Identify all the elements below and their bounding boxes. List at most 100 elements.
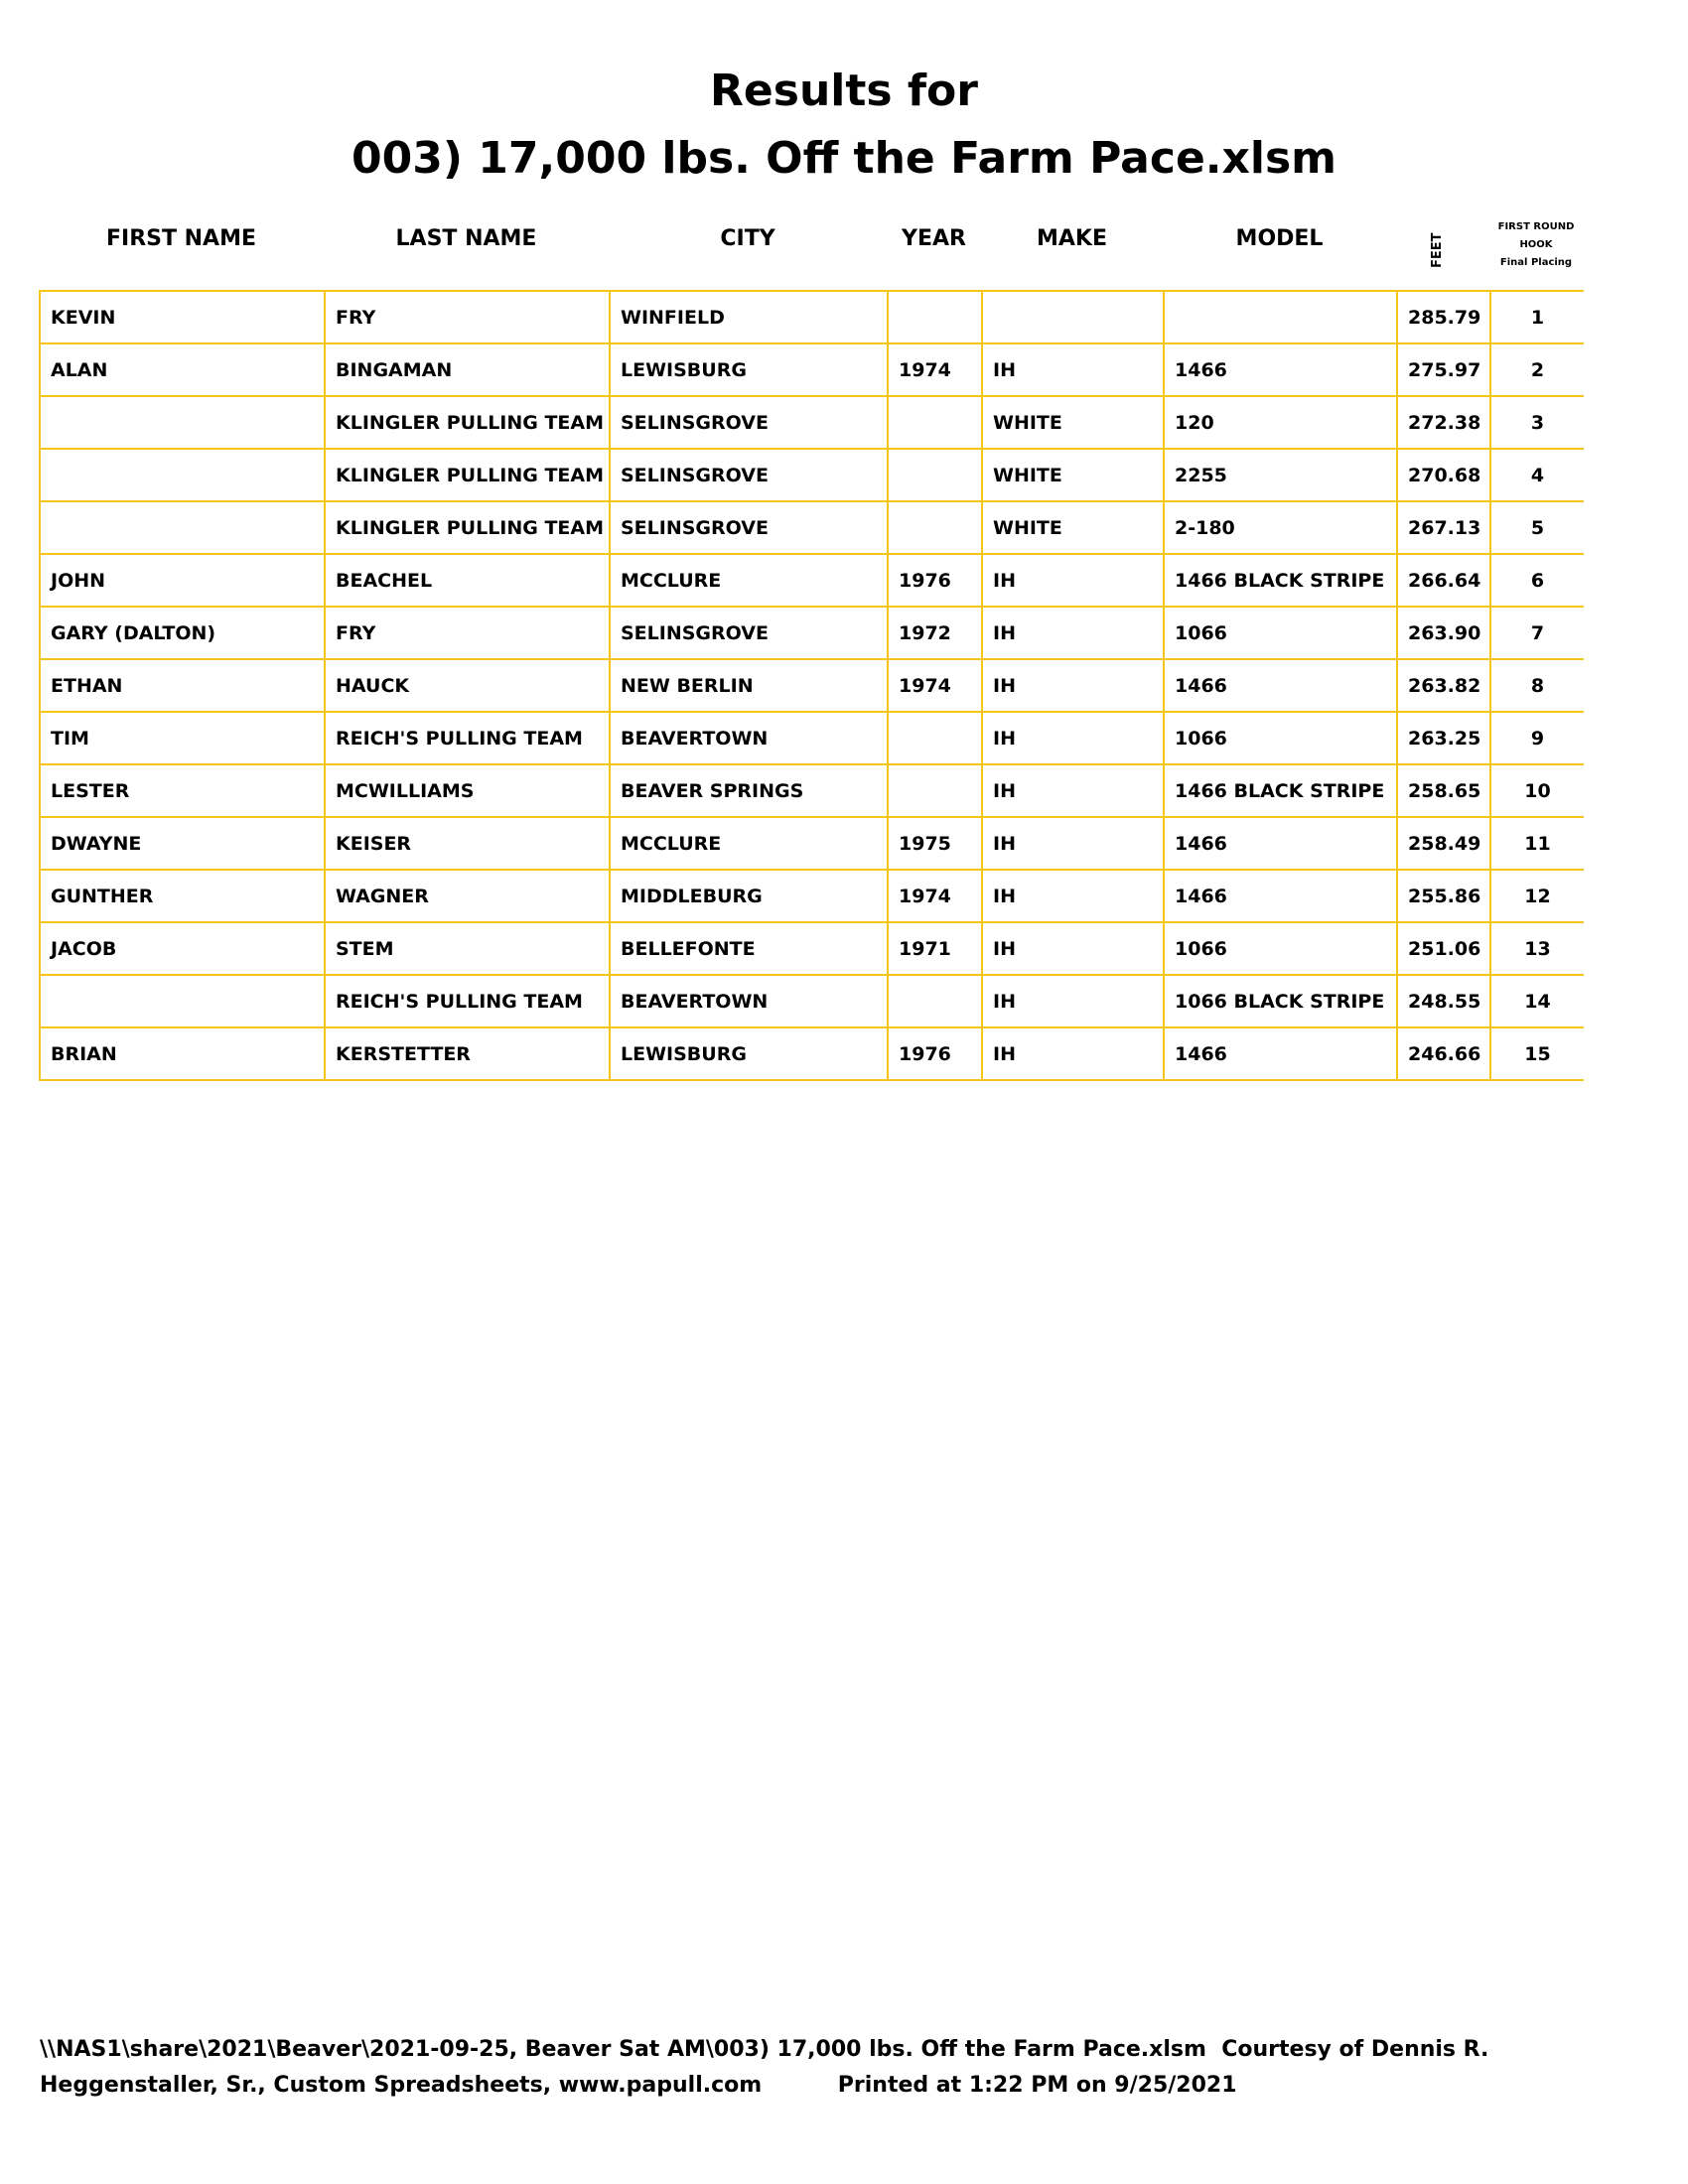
- cell-feet: 258.49: [1396, 816, 1490, 871]
- cell-city: BELLEFONTE: [609, 921, 888, 976]
- cell-feet: 251.06: [1396, 921, 1490, 976]
- cell-feet: 272.38: [1396, 395, 1490, 450]
- cell-year: 1971: [887, 921, 982, 976]
- cell-first-name: JOHN: [39, 553, 325, 608]
- cell-first-name: JACOB: [39, 921, 325, 976]
- table-row: LESTER MCWILLIAMS BEAVER SPRINGS IH 1466 BLA…: [39, 763, 1584, 818]
- header-hook-line1: FIRST ROUND: [1497, 221, 1575, 232]
- cell-placing: 8: [1489, 658, 1584, 713]
- cell-year: [887, 711, 982, 765]
- cell-year: [887, 448, 982, 502]
- cell-feet: 285.79: [1396, 290, 1490, 344]
- cell-last-name: MCWILLIAMS: [324, 763, 610, 818]
- cell-first-name: ETHAN: [39, 658, 325, 713]
- table-row: KEVIN FRY WINFIELD 285.79 1: [39, 290, 1584, 344]
- table-row: REICH'S PULLING TEAM BEAVERTOWN IH 1066 BLA…: [39, 974, 1584, 1028]
- cell-first-name: GUNTHER: [39, 869, 325, 923]
- cell-first-name: BRIAN: [39, 1026, 325, 1081]
- cell-placing: 14: [1489, 974, 1584, 1028]
- cell-year: 1974: [887, 342, 982, 397]
- cell-placing: 15: [1489, 1026, 1584, 1081]
- table-row: BRIAN KERSTETTER LEWISBURG 1976 IH 1466 246.66…: [39, 1026, 1584, 1081]
- cell-feet: 263.25: [1396, 711, 1490, 765]
- cell-model: 1066: [1163, 711, 1397, 765]
- cell-make: WHITE: [981, 395, 1164, 450]
- cell-last-name: FRY: [324, 606, 610, 660]
- header-model: MODEL: [1235, 226, 1324, 251]
- header-last-name: LAST NAME: [395, 226, 537, 251]
- cell-placing: 5: [1489, 500, 1584, 555]
- cell-first-name: [39, 974, 325, 1028]
- table-row: KLINGLER PULLING TEAM SELINSGROVE WHITE 2-1…: [39, 500, 1584, 555]
- cell-last-name: KEISER: [324, 816, 610, 871]
- cell-make: [981, 290, 1164, 344]
- cell-year: [887, 290, 982, 344]
- cell-placing: 13: [1489, 921, 1584, 976]
- cell-last-name: KLINGLER PULLING TEAM: [324, 500, 610, 555]
- cell-first-name: LESTER: [39, 763, 325, 818]
- cell-first-name: GARY (DALTON): [39, 606, 325, 660]
- cell-feet: 248.55: [1396, 974, 1490, 1028]
- cell-make: IH: [981, 658, 1164, 713]
- cell-placing: 9: [1489, 711, 1584, 765]
- cell-feet: 246.66: [1396, 1026, 1490, 1081]
- cell-last-name: KLINGLER PULLING TEAM: [324, 448, 610, 502]
- cell-last-name: WAGNER: [324, 869, 610, 923]
- title-line-1: Results for: [710, 66, 978, 116]
- cell-last-name: BINGAMAN: [324, 342, 610, 397]
- cell-feet: 255.86: [1396, 869, 1490, 923]
- cell-make: IH: [981, 1026, 1164, 1081]
- table-row: JACOB STEM BELLEFONTE 1971 IH 1066 251.06 13: [39, 921, 1584, 976]
- header-make: MAKE: [1037, 226, 1107, 251]
- cell-make: IH: [981, 816, 1164, 871]
- header-city: CITY: [720, 226, 775, 251]
- cell-make: WHITE: [981, 500, 1164, 555]
- header-hook-line3: Final Placing: [1499, 257, 1573, 268]
- cell-model: [1163, 290, 1397, 344]
- cell-city: LEWISBURG: [609, 1026, 888, 1081]
- header-hook-line2: HOOK: [1519, 239, 1553, 250]
- cell-year: [887, 974, 982, 1028]
- cell-feet: 275.97: [1396, 342, 1490, 397]
- cell-last-name: BEACHEL: [324, 553, 610, 608]
- cell-city: SELINSGROVE: [609, 448, 888, 502]
- cell-first-name: TIM: [39, 711, 325, 765]
- cell-model: 2255: [1163, 448, 1397, 502]
- cell-make: IH: [981, 869, 1164, 923]
- title-line-2: 003) 17,000 lbs. Off the Farm Pace.xlsm: [352, 133, 1336, 184]
- cell-year: [887, 395, 982, 450]
- cell-model: 1066: [1163, 921, 1397, 976]
- cell-model: 1066 BLACK STRIPE: [1163, 974, 1397, 1028]
- cell-city: BEAVERTOWN: [609, 711, 888, 765]
- cell-year: 1976: [887, 553, 982, 608]
- table-row: JOHN BEACHEL MCCLURE 1976 IH 1466 BLACK STRIP…: [39, 553, 1584, 608]
- table-row: KLINGLER PULLING TEAM SELINSGROVE WHITE 120…: [39, 395, 1584, 450]
- cell-make: IH: [981, 921, 1164, 976]
- cell-model: 1466: [1163, 869, 1397, 923]
- table-row: DWAYNE KEISER MCCLURE 1975 IH 1466 258.49 11: [39, 816, 1584, 871]
- cell-city: LEWISBURG: [609, 342, 888, 397]
- cell-placing: 6: [1489, 553, 1584, 608]
- table-row: GARY (DALTON) FRY SELINSGROVE 1972 IH 1066 263…: [39, 606, 1584, 660]
- cell-model: 1466: [1163, 342, 1397, 397]
- cell-city: SELINSGROVE: [609, 395, 888, 450]
- cell-year: [887, 763, 982, 818]
- footer-line-2: Heggenstaller, Sr., Custom Spreadsheets,…: [40, 2073, 1237, 2098]
- cell-last-name: KERSTETTER: [324, 1026, 610, 1081]
- cell-last-name: FRY: [324, 290, 610, 344]
- cell-placing: 3: [1489, 395, 1584, 450]
- cell-model: 1466 BLACK STRIPE: [1163, 763, 1397, 818]
- cell-placing: 7: [1489, 606, 1584, 660]
- header-year: YEAR: [902, 226, 966, 251]
- cell-last-name: HAUCK: [324, 658, 610, 713]
- cell-make: IH: [981, 342, 1164, 397]
- header-first-name: FIRST NAME: [105, 226, 257, 251]
- table-row: GUNTHER WAGNER MIDDLEBURG 1974 IH 1466 255.86 1…: [39, 869, 1584, 923]
- cell-first-name: KEVIN: [39, 290, 325, 344]
- cell-city: MCCLURE: [609, 553, 888, 608]
- cell-model: 1466: [1163, 816, 1397, 871]
- cell-year: 1974: [887, 658, 982, 713]
- cell-model: 1066: [1163, 606, 1397, 660]
- cell-model: 2-180: [1163, 500, 1397, 555]
- cell-make: IH: [981, 974, 1164, 1028]
